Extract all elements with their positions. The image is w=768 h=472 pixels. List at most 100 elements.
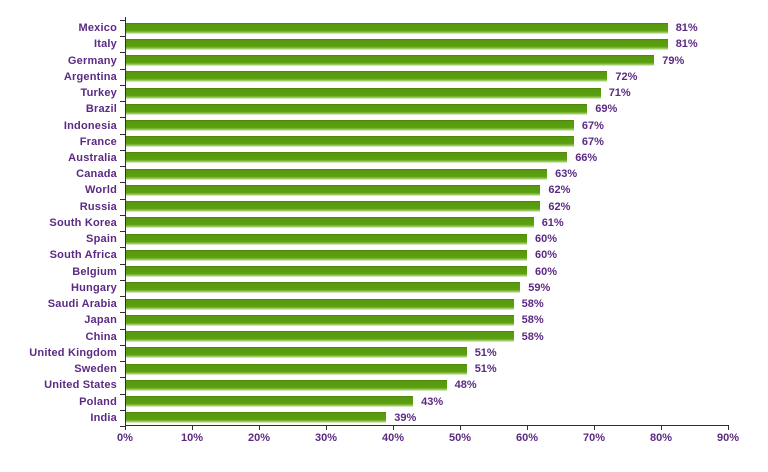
bar-track: 60% <box>125 231 728 247</box>
value-label: 51% <box>474 363 497 376</box>
bar-track: 67% <box>125 134 728 150</box>
x-axis-tick <box>594 425 595 430</box>
value-label: 81% <box>675 22 698 35</box>
chart-row: Canada 63% <box>0 166 768 182</box>
bar <box>125 266 527 278</box>
chart-rows: Mexico 81% Italy 81% Germany 79% Argentina 72% T… <box>0 20 768 426</box>
bar <box>125 120 574 132</box>
chart-row: Japan 58% <box>0 312 768 328</box>
y-axis-tick <box>120 247 125 249</box>
category-label: World <box>85 184 117 197</box>
chart-row: Russia 62% <box>0 199 768 215</box>
y-axis-tick <box>120 52 125 54</box>
x-axis-tick-label: 50% <box>448 432 472 444</box>
value-label: 71% <box>608 87 631 100</box>
value-label: 60% <box>535 249 558 262</box>
bar-track: 66% <box>125 150 728 166</box>
x-axis-tick-label: 60% <box>515 432 539 444</box>
y-axis-tick <box>120 149 125 151</box>
bar-track: 67% <box>125 117 728 133</box>
y-axis-tick <box>120 426 125 427</box>
x-axis-line <box>125 425 729 426</box>
bar <box>125 22 668 34</box>
value-label: 67% <box>581 135 604 148</box>
chart-row: Indonesia 67% <box>0 117 768 133</box>
bar-track: 60% <box>125 264 728 280</box>
bar <box>125 249 527 261</box>
bar <box>125 233 527 245</box>
value-label: 60% <box>535 233 558 246</box>
y-axis-tick <box>120 84 125 86</box>
bar-track: 39% <box>125 410 728 426</box>
x-axis-tick <box>192 425 193 430</box>
bar-track: 58% <box>125 296 728 312</box>
category-label: South Korea <box>49 216 117 229</box>
y-axis-tick <box>120 393 125 395</box>
value-label: 58% <box>521 330 544 343</box>
value-label: 58% <box>521 298 544 311</box>
y-axis-tick <box>120 409 125 411</box>
bar-track: 71% <box>125 85 728 101</box>
bar-track: 81% <box>125 36 728 52</box>
value-label: 81% <box>675 38 698 51</box>
chart-row: Italy 81% <box>0 36 768 52</box>
value-label: 67% <box>581 119 604 132</box>
x-axis-tick <box>527 425 528 430</box>
bar-track: 63% <box>125 166 728 182</box>
bar-track: 62% <box>125 199 728 215</box>
chart-row: France 67% <box>0 134 768 150</box>
x-axis-tick <box>393 425 394 430</box>
category-label: Germany <box>67 54 117 67</box>
bar-track: 72% <box>125 69 728 85</box>
value-label: 51% <box>474 346 497 359</box>
y-axis-tick <box>120 344 125 346</box>
x-axis-tick-label: 30% <box>314 432 338 444</box>
bar <box>125 152 568 164</box>
category-label: Japan <box>84 314 117 327</box>
bar <box>125 347 467 359</box>
bar-track: 81% <box>125 20 728 36</box>
value-label: 79% <box>662 54 685 67</box>
y-axis-tick <box>120 377 125 379</box>
category-label: Australia <box>68 151 117 164</box>
y-axis-tick <box>120 279 125 281</box>
x-axis-tick <box>460 425 461 430</box>
bar <box>125 396 414 407</box>
x-axis-tick-label: 0% <box>117 432 133 444</box>
category-label: Belgium <box>72 265 117 278</box>
chart-row: World 62% <box>0 182 768 198</box>
chart-row: Hungary 59% <box>0 280 768 296</box>
x-axis-tick-label: 70% <box>582 432 606 444</box>
value-label: 59% <box>528 281 551 294</box>
category-label: Poland <box>79 395 117 408</box>
value-label: 60% <box>535 265 558 278</box>
bar <box>125 168 548 180</box>
y-axis-tick <box>120 214 125 216</box>
category-label: Argentina <box>63 70 117 83</box>
category-label: India <box>90 411 117 424</box>
y-axis-tick <box>120 182 125 184</box>
bar <box>125 136 574 148</box>
bar <box>125 217 534 229</box>
x-axis-tick-label: 10% <box>180 432 204 444</box>
bar <box>125 412 387 424</box>
x-axis-tick-label: 40% <box>381 432 405 444</box>
category-label: United States <box>44 379 117 392</box>
x-axis-tick <box>259 425 260 430</box>
bar <box>125 87 601 99</box>
y-axis-tick <box>120 296 125 298</box>
value-label: 63% <box>555 168 578 181</box>
bar-track: 69% <box>125 101 728 117</box>
bar-track: 51% <box>125 345 728 361</box>
category-label: Canada <box>76 168 117 181</box>
x-axis-tick-label: 90% <box>716 432 740 444</box>
bar <box>125 184 541 196</box>
value-label: 66% <box>575 151 598 164</box>
bar-track: 51% <box>125 361 728 377</box>
category-label: South Africa <box>49 249 117 262</box>
chart-row: Saudi Arabia 58% <box>0 296 768 312</box>
chart-row: South Africa 60% <box>0 247 768 263</box>
chart-row: India 39% <box>0 410 768 426</box>
chart-row: United Kingdom 51% <box>0 345 768 361</box>
